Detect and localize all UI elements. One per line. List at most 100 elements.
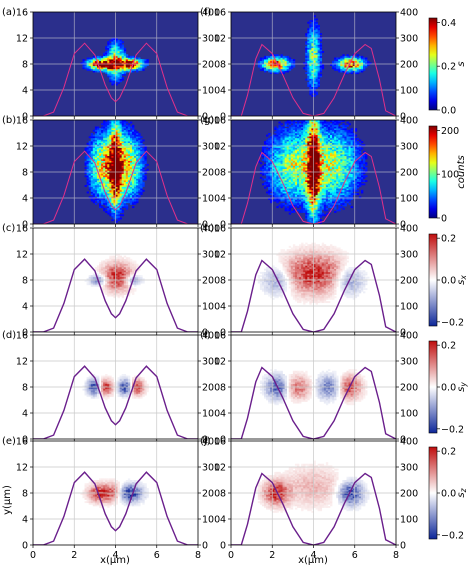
grid [33,441,198,545]
x-tick-label: 6 [352,550,358,561]
y-tick-label: 4 [220,302,226,313]
y2-tick-label: 100 [202,86,220,97]
heatmap-cells [257,15,372,97]
y-tick-label: 0 [22,541,28,552]
y2-tick-label: 100 [202,515,220,526]
colorbar-label: counts [456,155,467,188]
y2-tick-label: 200 [202,168,220,179]
profile-line [33,42,198,116]
y-tick-label: 0 [22,112,28,123]
colorbar-label: s [456,61,467,66]
colorbar-tick-label: 0.2 [441,447,456,458]
y-tick-label: 0 [22,328,28,339]
colorbar-tick-label: 0.0 [441,106,456,117]
x-tick-label: 0 [228,550,234,561]
grid [231,120,396,224]
y2-tick-label: 400 [202,224,220,235]
colorbar-tick-label: 200 [441,126,459,137]
y2-tick-label: 100 [400,302,418,313]
grid [231,441,396,545]
colorbar-tick-label: 0.0 [441,276,456,287]
panel-a: 0 4 8 12 16 0 100 200 300 400 (a) [2,7,220,123]
y-tick-label: 8 [22,168,28,179]
profile-line [231,43,396,116]
y-tick-label: 4 [22,302,28,313]
colorbar-counts: 0 100 200 counts [428,125,467,225]
y-tick-label: 16 [16,224,28,235]
colorbar-tick-label: 0.0 [441,383,456,394]
y2-tick-label: 100 [400,86,418,97]
colorbar-tick-label: −0.2 [441,317,464,328]
y2-tick-label: 300 [202,142,220,153]
y2-tick-label: 400 [400,116,418,127]
heatmap-cells [257,242,370,305]
colorbar-sz: −0.2 0.0 0.2 sz [428,447,468,541]
panels: 04812160100200300400(a)04812160100200300… [2,7,418,561]
y2-tick-label: 200 [202,276,220,287]
x-axis-label-right: x(μm) [298,555,328,566]
y-tick-label: 0 [22,435,28,446]
colorbar-label: sz [456,487,468,497]
y-tick-label: 12 [214,34,226,45]
panel-label: (c) [2,223,15,234]
y2-tick-label: 200 [400,383,418,394]
y2-tick-label: 300 [202,34,220,45]
y-tick-label: 16 [16,116,28,127]
y2-tick-label: 200 [400,489,418,500]
y-tick-label: 8 [22,383,28,394]
x-axis-label-left: x(μm) [100,555,130,566]
profile-line [231,259,396,332]
y2-tick-label: 300 [400,250,418,261]
y-tick-label: 8 [22,276,28,287]
y2-tick-label: 200 [400,276,418,287]
heatmap-cells [84,120,149,223]
x-tick-label: 8 [195,550,201,561]
colorbar-tick-label: 100 [441,170,459,181]
y-tick-label: 16 [16,8,28,19]
y-tick-label: 0 [220,541,226,552]
grid [231,228,396,332]
grid [33,12,198,116]
y-tick-label: 4 [220,515,226,526]
y-tick-label: 16 [214,8,226,19]
y2-tick-label: 400 [202,331,220,342]
y2-tick-label: 400 [202,437,220,448]
y2-tick-label: 0 [202,541,208,552]
panel-label: (h) [200,223,214,234]
y-tick-label: 12 [16,142,28,153]
colorbar-tick-label: 0.2 [441,62,456,73]
y2-tick-label: 0 [400,112,406,123]
profile-line [33,471,198,545]
y2-tick-label: 0 [400,541,406,552]
y2-tick-label: 300 [400,142,418,153]
y2-tick-label: 400 [202,116,220,127]
colorbar-label: sx [456,275,468,285]
y2-tick-label: 400 [400,437,418,448]
y-tick-label: 0 [220,328,226,339]
y-tick-label: 16 [16,437,28,448]
y2-tick-label: 200 [202,60,220,71]
y2-tick-label: 0 [400,328,406,339]
y2-tick-label: 300 [202,250,220,261]
profile-line [33,150,198,224]
y2-tick-label: 0 [202,220,208,231]
grid [33,335,198,439]
colorbar-tick-label: 0 [441,214,447,225]
y-tick-label: 8 [220,60,226,71]
y-tick-label: 0 [220,220,226,231]
panel-label: (j) [200,436,211,447]
heatmap-cells [257,120,368,224]
y-tick-label: 12 [214,357,226,368]
colorbar-tick-label: 0.4 [441,18,456,29]
profile-line [231,366,396,439]
x-tick-label: 8 [393,550,399,561]
y2-tick-label: 100 [400,515,418,526]
